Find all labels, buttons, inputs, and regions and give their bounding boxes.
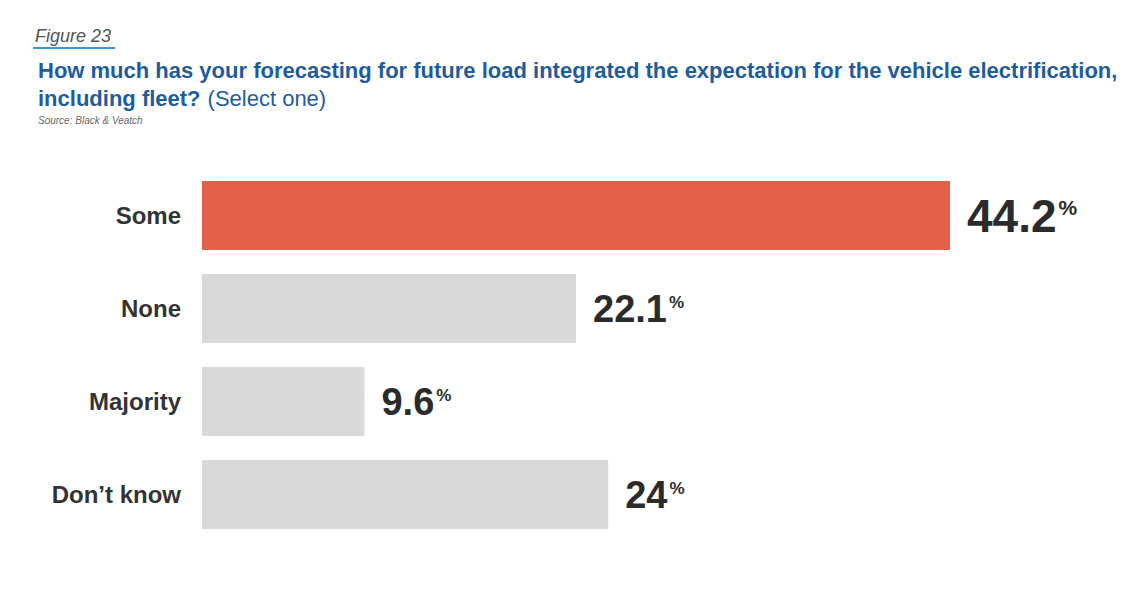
- bar: [202, 274, 576, 343]
- data-label-number: 22.1: [593, 288, 667, 330]
- category-labels: Some None Majority Don’t know: [52, 202, 182, 508]
- data-label: 24%: [625, 474, 684, 516]
- data-labels: 44.2%22.1%9.6%24%: [381, 190, 1077, 516]
- bar: [202, 367, 364, 436]
- title-line: How much has your forecasting for future…: [38, 58, 1117, 83]
- tick-label: Some: [116, 202, 181, 229]
- title-line: including fleet?: [38, 86, 201, 111]
- data-label-number: 44.2: [967, 190, 1057, 242]
- title: How much has your forecasting for future…: [38, 58, 1117, 111]
- tick-label: Majority: [89, 388, 182, 415]
- data-label-number: 9.6: [381, 381, 434, 423]
- data-label: 22.1%: [593, 288, 684, 330]
- data-label-unit: %: [669, 293, 684, 312]
- bar: [202, 181, 950, 250]
- source: Source: Black & Veatch: [38, 115, 143, 126]
- tick-label: None: [121, 295, 181, 322]
- data-label-unit: %: [436, 386, 451, 405]
- data-label-unit: %: [1059, 196, 1078, 219]
- figure-label: Figure 23: [35, 26, 111, 46]
- subtitle: (Select one): [208, 86, 327, 111]
- data-label: 9.6%: [381, 381, 451, 423]
- data-label-number: 24: [625, 474, 667, 516]
- figure-label-underline: [33, 47, 115, 49]
- data-label: 44.2%: [967, 190, 1078, 242]
- bars: [202, 181, 950, 529]
- chart: Figure 23 How much has your forecasting f…: [0, 0, 1140, 600]
- data-label-unit: %: [669, 479, 684, 498]
- bar: [202, 460, 608, 529]
- tick-label: Don’t know: [52, 481, 182, 508]
